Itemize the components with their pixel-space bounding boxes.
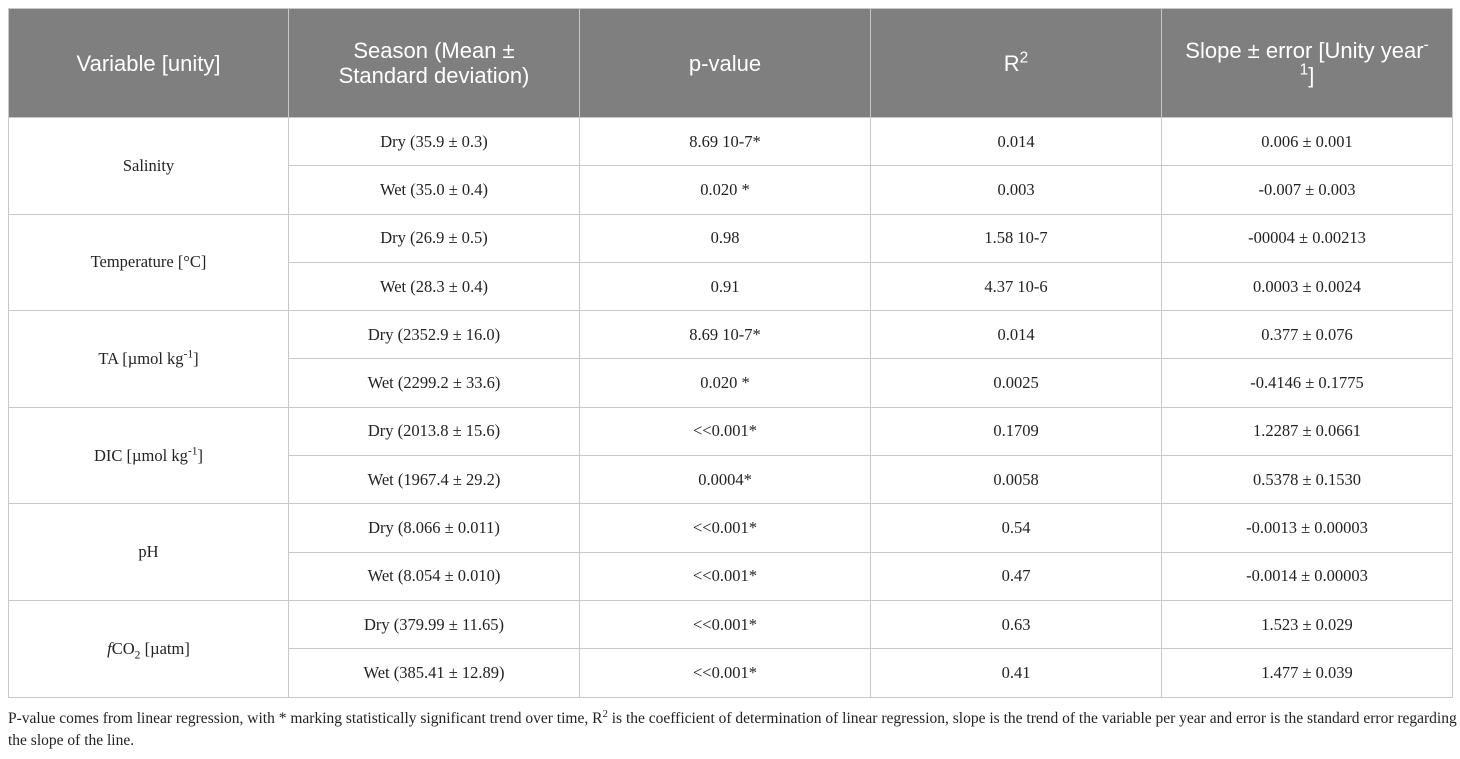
text-part: ] [197,445,203,465]
table-cell: 0.020 * [579,165,871,215]
header-row: Variable [unity] Season (Mean ± Standard … [8,8,1453,118]
table-row: Salinity Dry (35.9 ± 0.3) 8.69 10-7* 0.014 0… [8,116,1453,215]
table-cell: Dry (379.99 ± 11.65) [288,599,580,650]
table-row: DIC [µmol kg-1] Dry (2013.8 ± 15.6) <<0.00… [8,406,1453,505]
table-row: pH Dry (8.066 ± 0.011) <<0.001* 0.54 -0.0013… [8,503,1453,601]
table-cell: 0.0003 ± 0.0024 [1161,261,1453,312]
variable-cell: fCO2 [µatm] [8,599,289,698]
table-cell: 1.523 ± 0.029 [1161,599,1453,650]
table-row: Wet (1967.4 ± 29.2) 0.0004* 0.0058 0.5378 ±… [9,455,1453,505]
table-row: Wet (8.054 ± 0.010) <<0.001* 0.47 -0.0014 ±… [9,551,1453,601]
table-cell: Wet (8.054 ± 0.010) [288,551,580,601]
table-cell: 1.58 10-7 [870,213,1162,263]
table-wrap: Variable [unity] Season (Mean ± Standard … [8,8,1457,752]
table-cell: 0.0025 [870,358,1162,408]
header-cell: Season (Mean ± Standard deviation) [288,8,580,118]
table-cell: 1.2287 ± 0.0661 [1161,406,1453,457]
text-part: R [1003,50,1020,76]
table-cell: 0.014 [870,116,1162,167]
supscript: -1 [183,348,194,361]
text-part: DIC [µmol kg [94,445,188,465]
supscript: 2 [602,707,608,720]
table-cell: 0.63 [870,599,1162,650]
table-cell: 0.003 [870,165,1162,215]
variable-cell: pH [8,503,289,601]
table-cell: 0.5378 ± 0.1530 [1161,455,1453,505]
table-cell: <<0.001* [579,406,871,457]
table-cell: <<0.001* [579,648,871,698]
table-cell: Wet (385.41 ± 12.89) [288,648,580,698]
table-cell: 8.69 10-7* [579,116,871,167]
table-cell: 0.377 ± 0.076 [1161,310,1453,360]
table-cell: 0.0004* [579,455,871,505]
table-cell: Wet (28.3 ± 0.4) [288,261,580,312]
text-part: ] [193,348,199,368]
table-cell: 0.0058 [870,455,1162,505]
footnote: P-value comes from linear regression, wi… [8,708,1458,752]
table-cell: <<0.001* [579,503,871,553]
table-cell: Wet (1967.4 ± 29.2) [288,455,580,505]
table-row: Temperature [°C] Dry (26.9 ± 0.5) 0.98 1.58… [8,213,1453,312]
supscript: -1 [187,445,198,458]
table-cell: 0.020 * [579,358,871,408]
table-cell: 0.98 [579,213,871,263]
table-row: Wet (35.0 ± 0.4) 0.020 * 0.003 -0.007 ± 0.0… [9,165,1453,215]
header-cell: Slope ± error [Unity year-1] [1161,8,1453,118]
text-part: [µatm] [140,638,190,658]
table-row: Wet (28.3 ± 0.4) 0.91 4.37 10-6 0.0003 ± 0.… [9,261,1453,312]
variable-cell: DIC [µmol kg-1] [8,406,289,505]
supscript: 2 [1019,49,1029,67]
table-cell: <<0.001* [579,599,871,650]
table-cell: -0.0014 ± 0.00003 [1161,551,1453,601]
table-row: Wet (2299.2 ± 33.6) 0.020 * 0.0025 -0.4146 … [9,358,1453,408]
table-cell: -0.007 ± 0.003 [1161,165,1453,215]
table-cell: 0.014 [870,310,1162,360]
table-row: Wet (385.41 ± 12.89) <<0.001* 0.41 1.477 ± … [9,648,1453,698]
table-cell: Dry (8.066 ± 0.011) [288,503,580,553]
text-part: TA [µmol kg [98,348,184,368]
italic-part: f [107,638,112,658]
table-row: TA [µmol kg-1] Dry (2352.9 ± 16.0) 8.69 10… [8,310,1453,408]
table-cell: -0.0013 ± 0.00003 [1161,503,1453,553]
table-cell: 0.1709 [870,406,1162,457]
variable-cell: Salinity [8,117,289,215]
table-cell: -0.4146 ± 0.1775 [1161,358,1453,408]
table-cell: 0.54 [870,503,1162,553]
variable-cell: TA [µmol kg-1] [8,310,289,408]
table-cell: <<0.001* [579,551,871,601]
table-cell: 8.69 10-7* [579,310,871,360]
table-cell: Dry (35.9 ± 0.3) [288,116,580,167]
table-cell: Dry (2352.9 ± 16.0) [288,310,580,360]
subscript: 2 [134,649,141,662]
header-cell: Variable [unity] [8,8,289,118]
text-part: ] [1308,63,1315,88]
text-part: is the coefficient of determination of l… [8,709,1457,749]
results-table: Variable [unity] Season (Mean ± Standard … [8,8,1453,698]
table-cell: -00004 ± 0.00213 [1161,213,1453,263]
supscript: -1 [1299,36,1429,79]
text-part: CO [111,638,135,658]
table-cell: Dry (2013.8 ± 15.6) [288,406,580,457]
header-cell: R2 [870,8,1162,118]
table-row: fCO2 [µatm] Dry (379.99 ± 11.65) <<0.001* 0… [8,599,1453,698]
table-cell: 0.47 [870,551,1162,601]
table-cell: 4.37 10-6 [870,261,1162,312]
table-cell: Wet (2299.2 ± 33.6) [288,358,580,408]
table-cell: Dry (26.9 ± 0.5) [288,213,580,263]
text-part: P-value comes from linear regression, wi… [8,709,603,727]
header-cell: p-value [579,8,871,118]
table-cell: Wet (35.0 ± 0.4) [288,165,580,215]
table-cell: 0.41 [870,648,1162,698]
table-body: Salinity Dry (35.9 ± 0.3) 8.69 10-7* 0.014 0… [8,116,1453,698]
text-part: Slope ± error [Unity year [1185,38,1424,63]
table-cell: 0.91 [579,261,871,312]
table-cell: 1.477 ± 0.039 [1161,648,1453,698]
table-cell: 0.006 ± 0.001 [1161,116,1453,167]
variable-cell: Temperature [°C] [8,213,289,312]
